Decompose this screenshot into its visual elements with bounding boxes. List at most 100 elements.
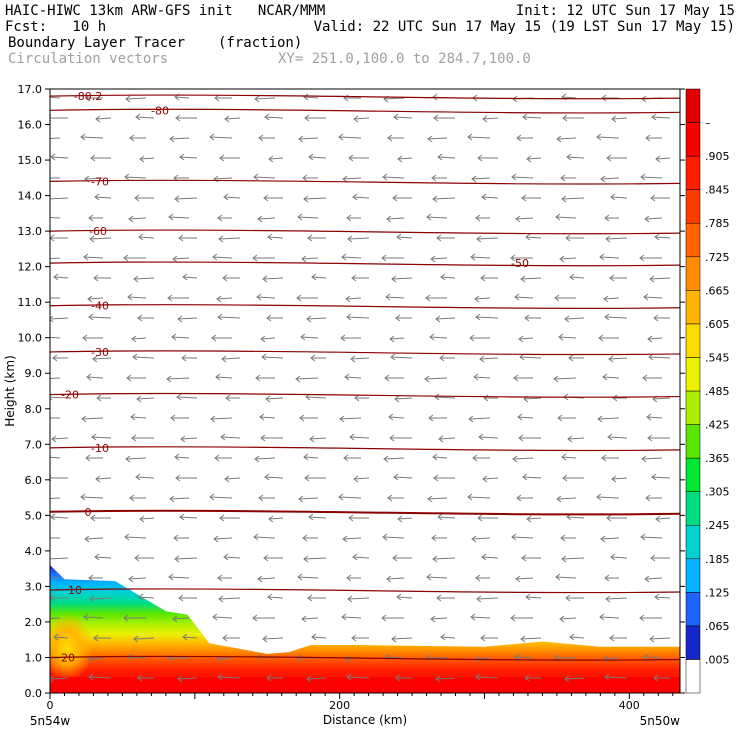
- vector-arrow: [475, 313, 499, 321]
- x-left-end-label: 5n54w: [30, 714, 71, 728]
- contour-label: -40: [91, 300, 109, 313]
- vector-arrow: [562, 114, 584, 122]
- vector-arrow: [647, 335, 663, 343]
- vector-arrow: [601, 454, 619, 462]
- vector-arrow: [262, 275, 284, 283]
- vector-arrow: [347, 595, 370, 603]
- vector-arrow: [217, 673, 241, 681]
- vector-arrow: [555, 213, 577, 221]
- vector-arrow: [50, 675, 69, 683]
- field-name: Boundary Layer Tracer: [8, 35, 186, 51]
- colorbar-swatch: [685, 424, 701, 459]
- vector-arrow: [425, 294, 447, 302]
- vector-arrow: [261, 353, 284, 361]
- vector-arrow: [600, 535, 620, 543]
- vector-arrow: [135, 113, 155, 121]
- vector-arrow: [128, 215, 147, 223]
- valid-time: Valid: 22 UTC Sun 17 May 15 (19 LST Sun …: [313, 19, 735, 35]
- vector-arrow: [210, 415, 233, 423]
- vector-arrow: [432, 453, 448, 461]
- vector-arrow: [53, 273, 69, 281]
- colorbar-swatch: [685, 189, 701, 224]
- tracer-maximum: [50, 612, 94, 681]
- vector-arrow: [50, 153, 69, 161]
- vector-arrow: [427, 495, 448, 503]
- contour-line: [50, 392, 680, 398]
- vector-arrow: [209, 133, 233, 141]
- vector-arrow: [645, 134, 662, 142]
- colorbar-label: .845: [705, 184, 730, 197]
- colorbar-swatch: [685, 625, 701, 660]
- vector-arrow: [338, 493, 362, 501]
- vector-arrow: [50, 216, 61, 219]
- vector-arrow: [300, 333, 319, 341]
- vector-arrow: [640, 173, 663, 181]
- contour-label: 20: [61, 651, 75, 664]
- field-units: (fraction): [218, 35, 303, 51]
- vector-arrow: [265, 395, 284, 403]
- contour-label: -80.2: [74, 90, 102, 103]
- vector-arrow: [50, 556, 69, 562]
- vector-arrow: [309, 435, 327, 443]
- vector-arrow: [53, 633, 69, 641]
- vector-arrow: [345, 295, 362, 303]
- contour-line: [50, 446, 680, 452]
- vector-arrow: [133, 275, 155, 283]
- y-tick-label: 13.0: [18, 225, 43, 238]
- vector-arrow: [83, 613, 104, 621]
- vector-arrow: [263, 554, 283, 562]
- vector-arrow: [339, 415, 362, 423]
- vector-arrow: [511, 533, 534, 541]
- y-tick-label: 8.0: [25, 403, 43, 416]
- vector-arrow: [304, 114, 326, 122]
- colorbar-label: .005: [705, 653, 730, 666]
- vector-arrow: [129, 134, 146, 142]
- vector-arrow: [131, 335, 147, 343]
- y-tick-label: 6.0: [25, 474, 43, 487]
- vector-arrow: [639, 614, 662, 622]
- vector-arrow: [567, 435, 585, 443]
- vector-arrow: [298, 135, 319, 143]
- vector-arrow: [469, 334, 490, 342]
- vector-arrow: [433, 114, 455, 122]
- vector-arrow: [306, 675, 327, 683]
- y-tick-label: 12.0: [18, 261, 43, 274]
- colorbar-label: .605: [705, 318, 730, 331]
- vector-arrow: [347, 235, 370, 243]
- vector-arrow: [394, 395, 413, 403]
- vector-arrow: [641, 455, 663, 463]
- vector-arrow: [481, 193, 499, 201]
- vector-arrow: [258, 134, 275, 142]
- vector-arrow: [653, 674, 670, 682]
- vector-arrow: [526, 515, 542, 523]
- vector-arrow: [516, 494, 533, 502]
- vector-arrow: [600, 175, 620, 183]
- vector-arrow: [515, 575, 534, 583]
- vector-arrow: [565, 594, 584, 602]
- vector-arrow: [351, 634, 369, 642]
- vector-arrow: [477, 514, 498, 522]
- vector-arrow: [50, 617, 61, 620]
- vector-arrow: [93, 634, 111, 642]
- vector-arrow: [125, 95, 147, 103]
- vector-arrow: [604, 673, 628, 681]
- vector-arrow: [470, 253, 491, 261]
- vector-arrow: [341, 253, 362, 261]
- contour-label: -50: [511, 257, 529, 270]
- y-axis-label: Height (km): [3, 355, 17, 426]
- vector-arrow: [427, 135, 448, 143]
- y-tick-label: 0.0: [25, 687, 43, 700]
- vector-arrow: [182, 633, 198, 641]
- vector-arrow: [610, 193, 628, 201]
- vector-arrow: [84, 535, 104, 543]
- vector-arrow: [433, 474, 455, 482]
- vector-arrow: [440, 633, 456, 641]
- vector-arrow: [268, 515, 284, 523]
- vector-arrow: [432, 195, 456, 203]
- vector-arrow: [50, 377, 61, 379]
- vector-arrow: [131, 434, 154, 442]
- vector-arrow: [222, 274, 240, 282]
- vector-arrow: [430, 255, 448, 263]
- vector-arrow: [211, 334, 232, 342]
- vector-arrow: [130, 413, 147, 421]
